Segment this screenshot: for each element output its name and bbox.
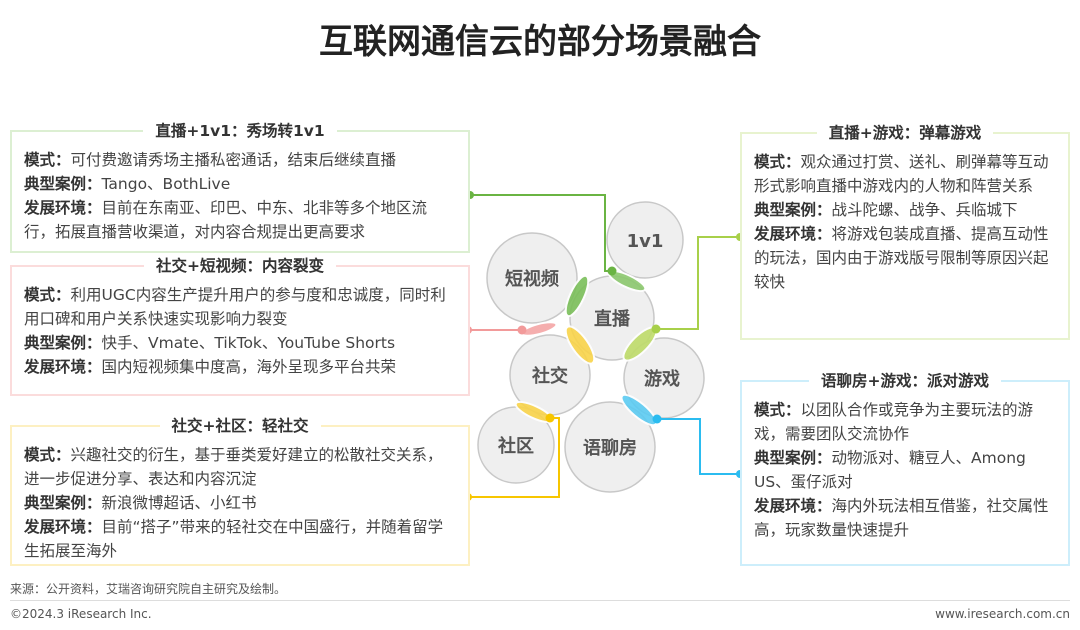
row-value: 将游戏包装成直播、提高互动性的玩法，国内由于游戏版号限制等原因兴起较快 (754, 225, 1049, 291)
box-voice-game: 语聊房+游戏：派对游戏 模式：以团队合作或竞争为主要玩法的游戏，需要团队交流协作… (740, 372, 1070, 566)
row-key: 模式： (24, 446, 71, 464)
row-key: 典型案例： (24, 175, 102, 193)
overlap-shortvideo-live (564, 274, 590, 318)
row-key: 模式： (24, 286, 71, 304)
row-key: 发展环境： (754, 225, 832, 243)
label-game: 游戏 (644, 368, 680, 390)
box-title: 社交+社区：轻社交 (159, 417, 321, 435)
connector-4 (656, 236, 740, 330)
overlap-social-live (564, 325, 596, 365)
label-social: 社交 (532, 365, 568, 387)
row-key: 典型案例： (754, 201, 832, 219)
website: www.iresearch.com.cn (935, 607, 1070, 621)
row-value: 战斗陀螺、战争、兵临城下 (831, 201, 1018, 219)
overlap-game-voice (620, 393, 658, 427)
row-key: 模式： (24, 151, 71, 169)
label-live: 直播 (594, 308, 631, 330)
row-key: 发展环境： (24, 358, 102, 376)
box-title: 直播+1v1：秀场转1v1 (143, 122, 337, 140)
label-short-video: 短视频 (505, 268, 559, 290)
row-key: 典型案例： (24, 494, 102, 512)
box-live-game: 直播+游戏：弹幕游戏 模式：观众通过打赏、送礼、刷弹幕等互动形式影响直播中游戏内… (740, 124, 1070, 340)
circle-1v1 (606, 201, 684, 279)
row-value: 利用UGC内容生产提升用户的参与度和忠诚度，同时利用口碑和用户关系快速实现影响力… (24, 286, 446, 328)
box-social-community: 社交+社区：轻社交 模式：兴趣社交的衍生，基于垂类爱好建立的松散社交关系，进一步… (10, 417, 470, 566)
box-title: 语聊房+游戏：派对游戏 (809, 372, 1001, 390)
box-title: 社交+短视频：内容裂变 (144, 257, 336, 275)
label-voice-room: 语聊房 (583, 437, 637, 459)
row-value: 快手、Vmate、TikTok、YouTube Shorts (101, 334, 396, 352)
row-value: 海内外玩法相互借鉴，社交属性高，玩家数量快速提升 (754, 497, 1049, 539)
row-value: 新浪微博超话、小红书 (101, 494, 257, 512)
row-value: 动物派对、糖豆人、Among US、蛋仔派对 (754, 449, 1026, 491)
circle-short-video (486, 232, 578, 324)
circle-voice-room (564, 401, 656, 493)
page-title: 互联网通信云的部分场景融合 (319, 22, 761, 62)
row-value: 国内短视频集中度高，海外呈现多平台共荣 (101, 358, 397, 376)
row-value: 以团队合作或竞争为主要玩法的游戏，需要团队交流协作 (754, 401, 1034, 443)
row-key: 典型案例： (24, 334, 102, 352)
box-social-shortvideo: 社交+短视频：内容裂变 模式：利用UGC内容生产提升用户的参与度和忠诚度，同时利… (10, 257, 470, 396)
row-key: 模式： (754, 153, 801, 171)
divider (10, 600, 1070, 601)
row-value: 可付费邀请秀场主播私密通话，结束后继续直播 (70, 151, 397, 169)
row-value: 目前“搭子”带来的轻社交在中国盛行，并随着留学生拓展至海外 (24, 518, 444, 560)
row-value: 目前在东南亚、印巴、中东、北非等多个地区流行，拓展直播营收渠道，对内容合规提出更… (24, 199, 428, 241)
row-value: 兴趣社交的衍生，基于垂类爱好建立的松散社交关系，进一步促进分享、表达和内容沉淀 (24, 446, 443, 488)
connector-5 (657, 418, 740, 475)
row-value: Tango、BothLive (101, 175, 231, 193)
row-key: 发展环境： (754, 497, 832, 515)
box-title: 直播+游戏：弹幕游戏 (816, 124, 994, 142)
label-1v1: 1v1 (627, 231, 664, 252)
row-key: 发展环境： (24, 518, 102, 536)
row-value: 观众通过打赏、送礼、刷弹幕等互动形式影响直播中游戏内的人物和阵营关系 (754, 153, 1049, 195)
copyright: ©2024.3 iResearch Inc. (10, 607, 152, 621)
box-live-1v1: 直播+1v1：秀场转1v1 模式：可付费邀请秀场主播私密通话，结束后继续直播 典… (10, 122, 470, 253)
source-note: 来源：公开资料，艾瑞咨询研究院自主研究及绘制。 (10, 582, 287, 596)
row-key: 典型案例： (754, 449, 832, 467)
row-key: 模式： (754, 401, 801, 419)
row-key: 发展环境： (24, 199, 102, 217)
label-community: 社区 (498, 435, 534, 457)
